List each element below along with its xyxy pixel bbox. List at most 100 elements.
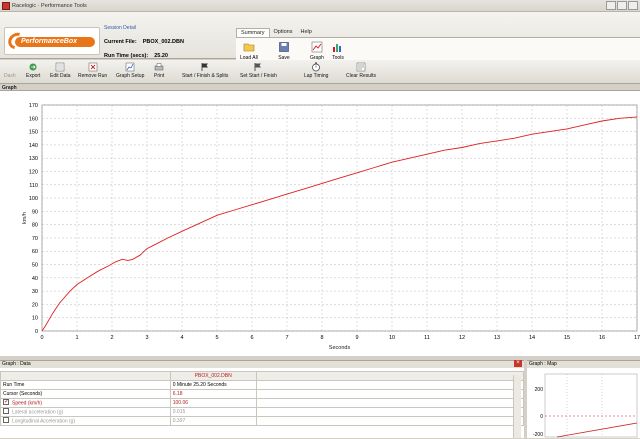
session-detail: Session Detail Current File: PBOX_002.DBN… — [104, 25, 232, 69]
export-label: Export — [26, 73, 41, 79]
tab-options[interactable]: Options — [273, 29, 293, 35]
y-tick-label: 80 — [32, 223, 38, 229]
x-tick-label: 16 — [599, 335, 605, 341]
lateral-accel-checkbox[interactable] — [3, 407, 9, 414]
tools-label: Tools — [332, 55, 344, 61]
longitudinal-accel-checkbox[interactable] — [3, 416, 9, 423]
graph-data-panel: Graph : Data PBOX_002.DBN Run Time 0 Min… — [0, 360, 525, 438]
y-tick-label: 90 — [32, 209, 38, 215]
x-tick-label: 12 — [459, 335, 465, 341]
print-button[interactable]: Print — [154, 62, 164, 79]
graph-panel: 0 1 2 3 4 5 6 7 8 9 10 11 12 13 14 15 16 17 0 10 20 30 40 50 60 7… — [0, 90, 640, 356]
run-time-label: Run Time (secs): — [104, 53, 149, 59]
bottom-panels: Graph : Data PBOX_002.DBN Run Time 0 Min… — [0, 360, 640, 438]
app-icon — [2, 2, 10, 10]
data-panel-scrollbar[interactable] — [513, 375, 521, 438]
minimize-button[interactable] — [606, 1, 616, 10]
save-button[interactable]: Save — [278, 41, 290, 61]
graph-data-title: Graph : Data — [0, 361, 524, 368]
load-all-label: Load All — [240, 55, 258, 61]
tools-icon — [333, 44, 341, 52]
map-tick-label: -200 — [533, 432, 543, 438]
dash-label: Dash — [4, 73, 16, 79]
dash-icon — [5, 62, 15, 72]
y-tick-label: 130 — [29, 156, 38, 162]
graph-map-panel: Graph : Map 200 0 -200 — [527, 360, 640, 438]
graph-setup-icon — [125, 62, 135, 72]
clear-results-button[interactable]: Clear Results — [346, 62, 376, 79]
x-tick-label: 2 — [110, 335, 113, 341]
logo-text: PerformanceBox — [15, 37, 95, 47]
speed-chart[interactable]: 0 1 2 3 4 5 6 7 8 9 10 11 12 13 14 15 16 1701020304050607… — [0, 91, 640, 357]
row-name: Speed (km/h) — [12, 400, 43, 407]
chart-grid — [41, 104, 638, 332]
tab-help[interactable]: Help — [300, 29, 312, 35]
y-tick-label: 160 — [29, 116, 38, 122]
graph-button[interactable]: Graph — [310, 41, 324, 61]
y-tick-label: 100 — [29, 196, 38, 202]
current-file-value: PBOX_002.DBN — [142, 39, 184, 45]
graph-setup-label: Graph Setup — [116, 73, 145, 79]
main-toolbar: Dash Export Edit Data Remove Run Graph S… — [0, 60, 640, 84]
chart-tick-labels: 0 1 2 3 4 5 6 7 8 9 10 11 12 13 14 15 16 1701020304050607… — [29, 103, 640, 341]
printer-icon — [154, 63, 164, 71]
y-axis-label: km/h — [22, 212, 28, 224]
y-tick-label: 110 — [29, 183, 38, 189]
y-tick-label: 70 — [32, 236, 38, 242]
x-axis-label: Seconds — [329, 345, 351, 351]
close-window-button[interactable] — [628, 1, 638, 10]
graph-setup-button[interactable]: Graph Setup — [116, 62, 144, 79]
load-all-button[interactable]: Load All — [240, 41, 258, 61]
save-icon — [279, 42, 289, 52]
maximize-button[interactable] — [617, 1, 627, 10]
set-start-finish-button[interactable]: Set Start / Finish — [240, 62, 277, 79]
map-canvas[interactable]: 200 0 -200 — [527, 368, 640, 439]
title-bar: Racelogic · Performance Tools — [0, 0, 640, 12]
export-icon — [29, 63, 37, 71]
clear-results-icon — [356, 62, 366, 72]
x-tick-label: 0 — [40, 335, 43, 341]
y-tick-label: 40 — [32, 276, 38, 282]
y-tick-label: 60 — [32, 249, 38, 255]
table-row[interactable]: Speed (km/h) 100.06 — [0, 398, 525, 408]
speed-line — [41, 116, 638, 332]
row-name: Longitudinal Acceleration (g) — [12, 418, 76, 425]
edit-data-label: Edit Data — [50, 73, 71, 79]
lap-timing-button[interactable]: Lap Timing — [304, 62, 328, 79]
remove-run-button[interactable]: Remove Run — [78, 62, 107, 79]
x-tick-label: 9 — [355, 335, 358, 341]
tools-button[interactable]: Tools — [332, 41, 344, 61]
y-tick-label: 120 — [29, 169, 38, 175]
dash-button[interactable]: Dash — [4, 62, 16, 79]
x-tick-label: 5 — [215, 335, 218, 341]
run-time-row: Run Time (secs): 25.20 — [104, 53, 168, 59]
set-flag-icon — [255, 63, 262, 71]
y-tick-label: 0 — [35, 329, 38, 335]
y-tick-label: 10 — [32, 316, 38, 322]
y-tick-label: 20 — [32, 302, 38, 308]
current-file-row: Current File: PBOX_002.DBN — [104, 39, 184, 45]
table-header-row: PBOX_002.DBN — [0, 371, 525, 381]
x-tick-label: 17 — [634, 335, 640, 341]
table-row[interactable]: Longitudinal Acceleration (g) 0.397 — [0, 416, 525, 426]
y-tick-label: 150 — [29, 130, 38, 136]
edit-data-button[interactable]: Edit Data — [50, 62, 71, 79]
session-detail-title[interactable]: Session Detail — [104, 25, 136, 31]
row-name: Lateral acceleration (g) — [12, 409, 64, 416]
chart-series — [41, 116, 638, 332]
remove-run-icon — [88, 62, 97, 72]
speed-checkbox[interactable] — [3, 398, 9, 405]
row-value: 6.18 — [169, 389, 257, 399]
row-value: 0.397 — [169, 416, 257, 426]
tab-summary[interactable]: Summary — [236, 28, 270, 37]
x-tick-label: 11 — [424, 335, 430, 341]
set-start-finish-label: Set Start / Finish — [240, 73, 277, 79]
plot-area — [41, 104, 638, 332]
edit-data-icon — [56, 62, 65, 72]
table-row[interactable]: Lateral acceleration (g) 0.015 — [0, 407, 525, 417]
file-column-header: PBOX_002.DBN — [169, 371, 257, 381]
close-data-panel-icon[interactable]: × — [514, 360, 522, 367]
export-button[interactable]: Export — [26, 62, 40, 79]
start-finish-splits-button[interactable]: Start / Finish & Splits — [182, 62, 228, 79]
save-label: Save — [278, 55, 290, 61]
